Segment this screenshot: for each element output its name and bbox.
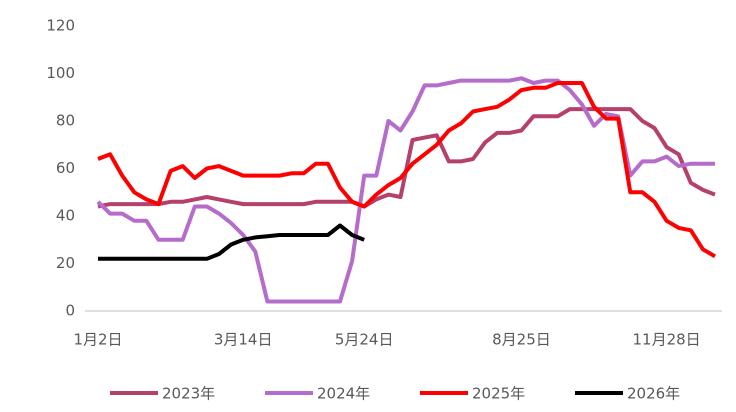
line-series xyxy=(98,223,365,261)
x-tick-label: 5月24日 xyxy=(335,331,394,349)
y-tick-label: 120 xyxy=(46,17,75,35)
legend-label: 2025年 xyxy=(472,385,525,403)
legend-label: 2026年 xyxy=(627,385,680,403)
x-tick-label: 3月14日 xyxy=(214,331,273,349)
x-tick-label: 1月2日 xyxy=(73,331,122,349)
y-tick-label: 80 xyxy=(56,112,75,130)
x-tick-label: 8月25日 xyxy=(492,331,551,349)
legend-label: 2024年 xyxy=(317,385,370,403)
y-tick-label: 100 xyxy=(46,64,75,82)
y-tick-label: 20 xyxy=(56,254,75,272)
line-series xyxy=(96,76,715,304)
legend-label: 2023年 xyxy=(162,385,215,403)
y-tick-label: 60 xyxy=(56,159,75,177)
x-tick-label: 11月28日 xyxy=(633,331,701,349)
line-series xyxy=(97,81,717,259)
y-tick-label: 0 xyxy=(65,302,75,320)
y-tick-label: 40 xyxy=(56,207,75,225)
